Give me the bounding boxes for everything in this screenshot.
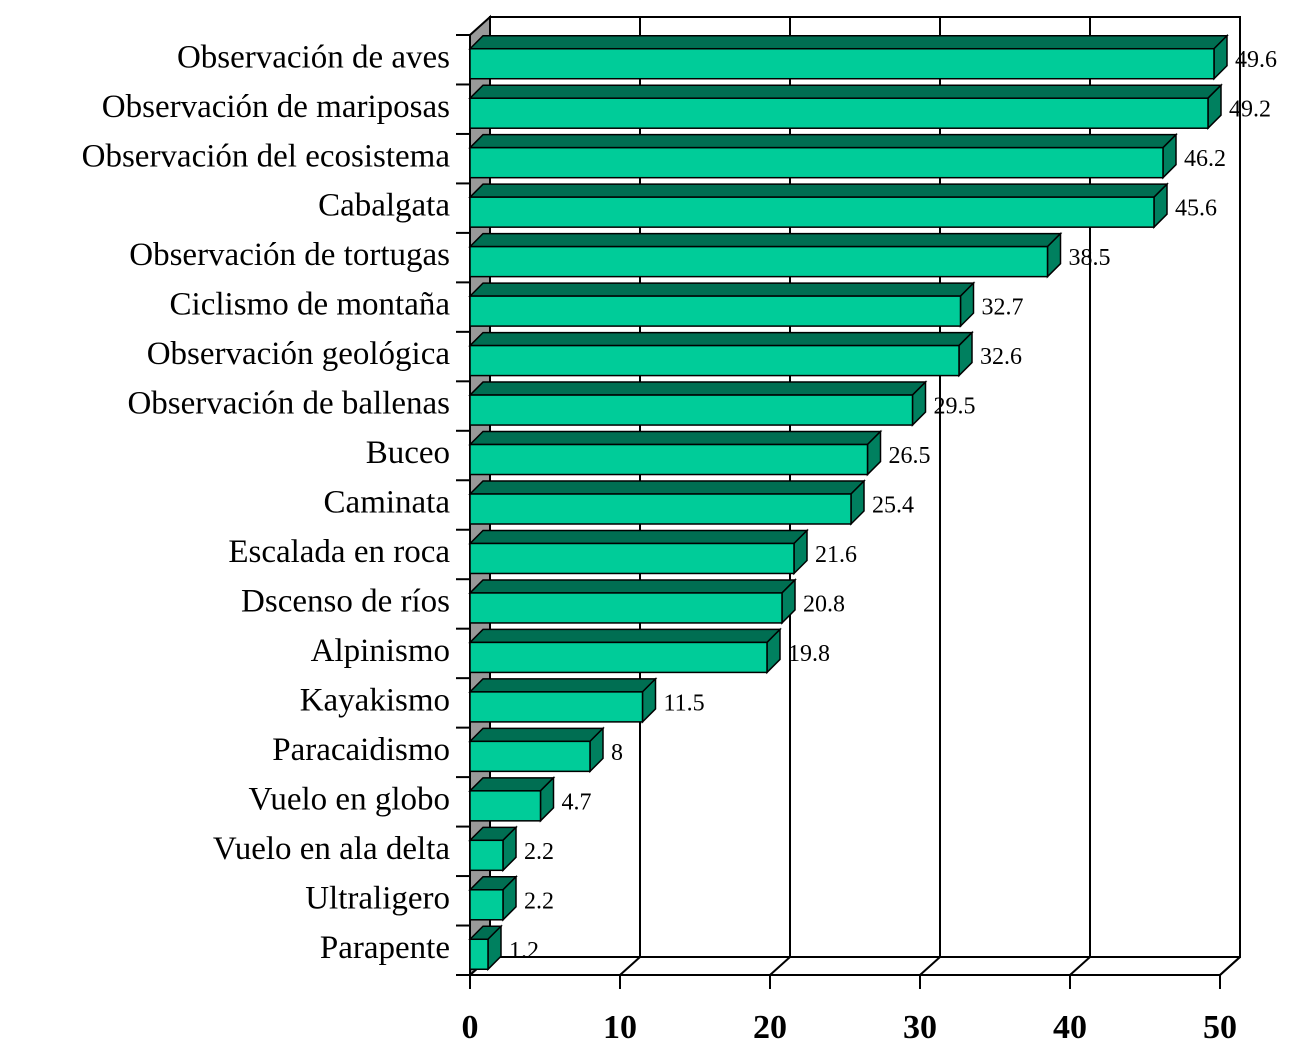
value-label: 21.6: [815, 542, 857, 568]
y-tick-label: Observación de mariposas: [102, 89, 450, 125]
floor-grid: [919, 956, 941, 976]
y-tick-label: Observación de ballenas: [127, 386, 450, 422]
value-label: 38.5: [1069, 245, 1111, 271]
y-tick-label: Buceo: [366, 435, 450, 471]
y-tick-label: Paracaidismo: [272, 732, 450, 768]
bar-top: [468, 430, 883, 446]
floor-grid: [619, 956, 641, 976]
x-tick-label: 20: [753, 1009, 787, 1045]
bar: [469, 493, 852, 525]
bar-top: [468, 282, 976, 297]
bar: [469, 938, 489, 971]
value-label: 45.6: [1175, 196, 1217, 222]
floor-grid: [1219, 956, 1241, 976]
value-label: 49.2: [1229, 97, 1271, 123]
bar-top: [468, 529, 809, 545]
bar-top: [468, 678, 658, 693]
bar: [469, 542, 795, 575]
value-label: 20.8: [803, 591, 845, 617]
bar-top: [468, 480, 866, 495]
value-label: 4.7: [562, 789, 592, 815]
x-tick-label: 30: [903, 1009, 937, 1045]
bar: [469, 740, 591, 773]
y-tick-label: Observación del ecosistema: [82, 138, 451, 174]
y-tick-label: Cabalgata: [318, 188, 450, 224]
value-label: 19.8: [788, 641, 830, 667]
value-label: 8: [611, 740, 623, 766]
bar: [469, 97, 1209, 129]
value-label: 49.6: [1235, 47, 1277, 73]
value-label: 2.2: [524, 839, 554, 865]
bar-top: [468, 579, 797, 594]
value-label: 32.7: [982, 295, 1024, 321]
bar-top: [468, 777, 556, 792]
y-tick-label: Vuelo en globo: [249, 781, 450, 817]
x-tick-label: 50: [1203, 1009, 1237, 1045]
bar: [469, 839, 504, 872]
bar-top: [468, 331, 974, 347]
bar: [469, 196, 1155, 228]
bar: [469, 245, 1049, 278]
bar: [469, 790, 542, 822]
bar-top: [468, 34, 1229, 50]
bar-top: [468, 727, 605, 743]
y-tick-label: Escalada en roca: [228, 534, 450, 570]
bar-top: [468, 133, 1178, 149]
x-tick-label: 0: [462, 1009, 479, 1045]
value-label: 29.5: [934, 394, 976, 420]
value-label: 46.2: [1184, 146, 1226, 172]
bar: [469, 47, 1215, 80]
floor-edge: [470, 956, 1241, 976]
y-tick-label: Observación de tortugas: [129, 237, 450, 273]
bar: [469, 146, 1164, 179]
bar-top: [468, 232, 1063, 248]
bar: [469, 443, 869, 476]
y-tick-label: Observación de aves: [177, 39, 450, 75]
bar-top: [468, 84, 1223, 99]
y-tick-label: Parapente: [320, 930, 450, 966]
value-label: 25.4: [872, 493, 914, 519]
bar: [469, 592, 783, 624]
bar-top: [468, 381, 928, 396]
floor-grid: [769, 956, 791, 976]
bar: [469, 691, 644, 723]
bar-top: [468, 183, 1169, 198]
y-tick-label: Caminata: [324, 485, 451, 521]
y-tick-label: Observación geológica: [147, 336, 451, 372]
value-label: 11.5: [664, 690, 705, 716]
y-tick-label: Alpinismo: [311, 633, 450, 669]
bar: [469, 295, 962, 327]
bar: [469, 344, 960, 377]
value-label: 1.2: [509, 938, 539, 964]
y-tick-label: Ciclismo de montaña: [170, 287, 451, 323]
y-tick-label: Ultraligero: [305, 880, 450, 916]
value-label: 2.2: [524, 888, 554, 914]
value-label: 26.5: [889, 443, 931, 469]
bar-top: [468, 628, 782, 644]
bar: [469, 889, 504, 921]
value-label: 32.6: [980, 344, 1022, 370]
floor-grid: [1069, 956, 1091, 976]
bar: [469, 394, 914, 426]
bar: [469, 641, 768, 674]
y-tick-label: Dscenso de ríos: [241, 584, 450, 620]
y-tick-label: Kayakismo: [300, 682, 450, 718]
y-tick-label: Vuelo en ala delta: [213, 831, 451, 867]
x-tick-label: 10: [603, 1009, 637, 1045]
x-tick-label: 40: [1053, 1009, 1087, 1045]
